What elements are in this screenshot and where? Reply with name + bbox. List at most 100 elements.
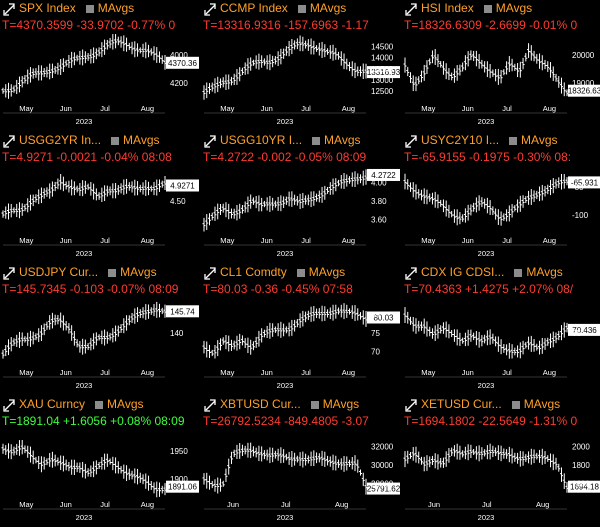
- mavgs-label[interactable]: MAvgs: [309, 1, 347, 15]
- ohlc-bar: [499, 211, 503, 226]
- expand-icon[interactable]: [404, 0, 418, 17]
- ohlc-bar: [425, 60, 429, 74]
- ohlc-bar: [411, 182, 415, 198]
- mavgs-label[interactable]: MAvgs: [120, 265, 157, 279]
- expand-icon[interactable]: [404, 396, 418, 413]
- mavgs-checkbox[interactable]: [514, 269, 523, 277]
- ohlc-bar: [141, 182, 145, 195]
- last-price-tag: 80.03: [367, 311, 400, 324]
- ohlc-bar: [505, 344, 509, 356]
- quote-line: T=13316.9316 -157.6963 -1.17: [203, 18, 369, 32]
- mavgs-checkbox[interactable]: [111, 137, 120, 145]
- chart-panel[interactable]: CDX IG CDSI... MAvgs T=70.4363 +1.4275 +2.…: [402, 264, 600, 395]
- ohlc-bar: [83, 180, 87, 194]
- x-tick-label: Aug: [543, 368, 556, 377]
- chart-panel[interactable]: USDJPY Cur... MAvgs T=145.7345 -0.103 -0.0…: [0, 264, 200, 395]
- ohlc-bar: [334, 304, 338, 319]
- ticker-label[interactable]: CL1 Comdty: [220, 265, 287, 279]
- mavgs-checkbox[interactable]: [509, 137, 518, 145]
- ohlc-bar: [78, 183, 82, 196]
- mavgs-label[interactable]: MAvgs: [308, 265, 346, 279]
- ohlc-bar: [149, 48, 153, 56]
- y-tick-label: 3.80: [371, 197, 387, 206]
- chart-panel[interactable]: USGG10YR I... MAvgs T=4.2722 -0.002 -0.05%…: [201, 132, 401, 263]
- expand-icon[interactable]: [203, 132, 217, 149]
- ohlc-bar: [419, 70, 423, 83]
- ticker-label[interactable]: XBTUSD Cur...: [220, 397, 301, 411]
- ticker-label[interactable]: USYC2Y10 I...: [421, 133, 500, 147]
- mavgs-label[interactable]: MAvgs: [526, 265, 563, 279]
- ohlc-bar: [155, 301, 159, 318]
- mavgs-label[interactable]: MAvgs: [107, 397, 144, 411]
- ohlc-bar: [238, 203, 242, 219]
- mavgs-checkbox[interactable]: [310, 401, 319, 409]
- expand-icon[interactable]: [404, 132, 418, 149]
- ticker-label[interactable]: USDJPY Cur...: [19, 265, 99, 279]
- mavgs-label[interactable]: MAvgs: [322, 397, 360, 411]
- ohlc-bar: [276, 448, 280, 461]
- ohlc-bar: [403, 307, 407, 324]
- chart-panel[interactable]: CCMP Index MAvgs T=13316.9316 -157.6963 -1…: [201, 0, 401, 131]
- ohlc-bar: [213, 345, 217, 359]
- mavgs-checkbox[interactable]: [312, 137, 321, 145]
- y-tick-label: 14000: [371, 54, 394, 63]
- mavgs-checkbox[interactable]: [296, 269, 305, 277]
- expand-icon[interactable]: [203, 0, 217, 17]
- chart-panel[interactable]: USGG2YR In... MAvgs T=4.9271 -0.0021 -0.04…: [0, 132, 200, 263]
- ohlc-bar: [100, 330, 104, 345]
- ohlc-bar: [155, 481, 159, 498]
- ohlc-bar: [477, 445, 481, 462]
- expand-icon[interactable]: [404, 264, 418, 281]
- expand-icon[interactable]: [2, 264, 16, 281]
- chart-panel[interactable]: USYC2Y10 I... MAvgs T=-65.9155 -0.1975 -0.…: [402, 132, 600, 263]
- ohlc-bar: [510, 204, 514, 218]
- ticker-label[interactable]: CCMP Index: [220, 1, 288, 15]
- mavgs-label[interactable]: MAvgs: [123, 133, 160, 147]
- ohlc-bar: [339, 304, 343, 318]
- ohlc-bar: [34, 194, 38, 203]
- ticker-label[interactable]: HSI Index: [421, 1, 474, 15]
- ohlc-bar: [562, 473, 566, 490]
- x-tick-label: Jul: [100, 500, 110, 509]
- ohlc-bar: [133, 468, 137, 484]
- mavgs-checkbox[interactable]: [297, 5, 306, 13]
- mavgs-label[interactable]: MAvgs: [495, 1, 533, 15]
- mavgs-label[interactable]: MAvgs: [523, 397, 561, 411]
- ohlc-bar: [315, 308, 319, 319]
- ticker-label[interactable]: USGG2YR In...: [19, 133, 102, 147]
- ticker-label[interactable]: XAU Curncy: [19, 397, 86, 411]
- ohlc-bar: [551, 178, 555, 194]
- ticker-label[interactable]: USGG10YR I...: [220, 133, 303, 147]
- expand-icon[interactable]: [2, 132, 16, 149]
- ohlc-bar: [127, 468, 131, 480]
- ohlc-bar: [111, 328, 115, 343]
- chart-panel[interactable]: XETUSD Cur... MAvgs T=1694.1802 -22.5649 -…: [402, 396, 600, 527]
- ohlc-bar: [92, 333, 96, 350]
- chart-panel[interactable]: CL1 Comdty MAvgs T=80.03 -0.36 -0.45% 07:5…: [201, 264, 401, 395]
- last-price-label: 145.74: [170, 307, 195, 316]
- expand-icon[interactable]: [2, 0, 16, 17]
- ticker-label[interactable]: SPX Index: [19, 1, 76, 15]
- mavgs-checkbox[interactable]: [85, 5, 94, 13]
- expand-icon[interactable]: [203, 264, 217, 281]
- chart-panel[interactable]: XBTUSD Cur... MAvgs T=26792.5234 -849.4805…: [201, 396, 401, 527]
- mavgs-label[interactable]: MAvgs: [97, 1, 135, 15]
- ohlc-bar: [350, 456, 354, 470]
- mavgs-checkbox[interactable]: [108, 269, 117, 277]
- ohlc-bar: [422, 456, 426, 472]
- ohlc-bar: [81, 338, 85, 355]
- mavgs-checkbox[interactable]: [483, 5, 492, 13]
- ohlc-bar: [260, 197, 264, 212]
- mavgs-checkbox[interactable]: [511, 401, 520, 409]
- chart-panel[interactable]: HSI Index MAvgs T=18326.6309 -2.6699 -0.01…: [402, 0, 600, 131]
- mavgs-label[interactable]: MAvgs: [521, 133, 558, 147]
- expand-icon[interactable]: [2, 396, 16, 413]
- mavgs-label[interactable]: MAvgs: [324, 133, 361, 147]
- expand-icon[interactable]: [203, 396, 217, 413]
- ohlc-bar: [202, 340, 206, 354]
- chart-panel[interactable]: XAU Curncy MAvgs T=1891.04 +1.6056 +0.08% …: [0, 396, 200, 527]
- ticker-label[interactable]: XETUSD Cur...: [421, 397, 502, 411]
- chart-panel[interactable]: SPX Index MAvgs T=4370.3599 -33.9702 -0.77…: [0, 0, 200, 131]
- mavgs-checkbox[interactable]: [95, 401, 104, 409]
- ticker-label[interactable]: CDX IG CDSI...: [421, 265, 505, 279]
